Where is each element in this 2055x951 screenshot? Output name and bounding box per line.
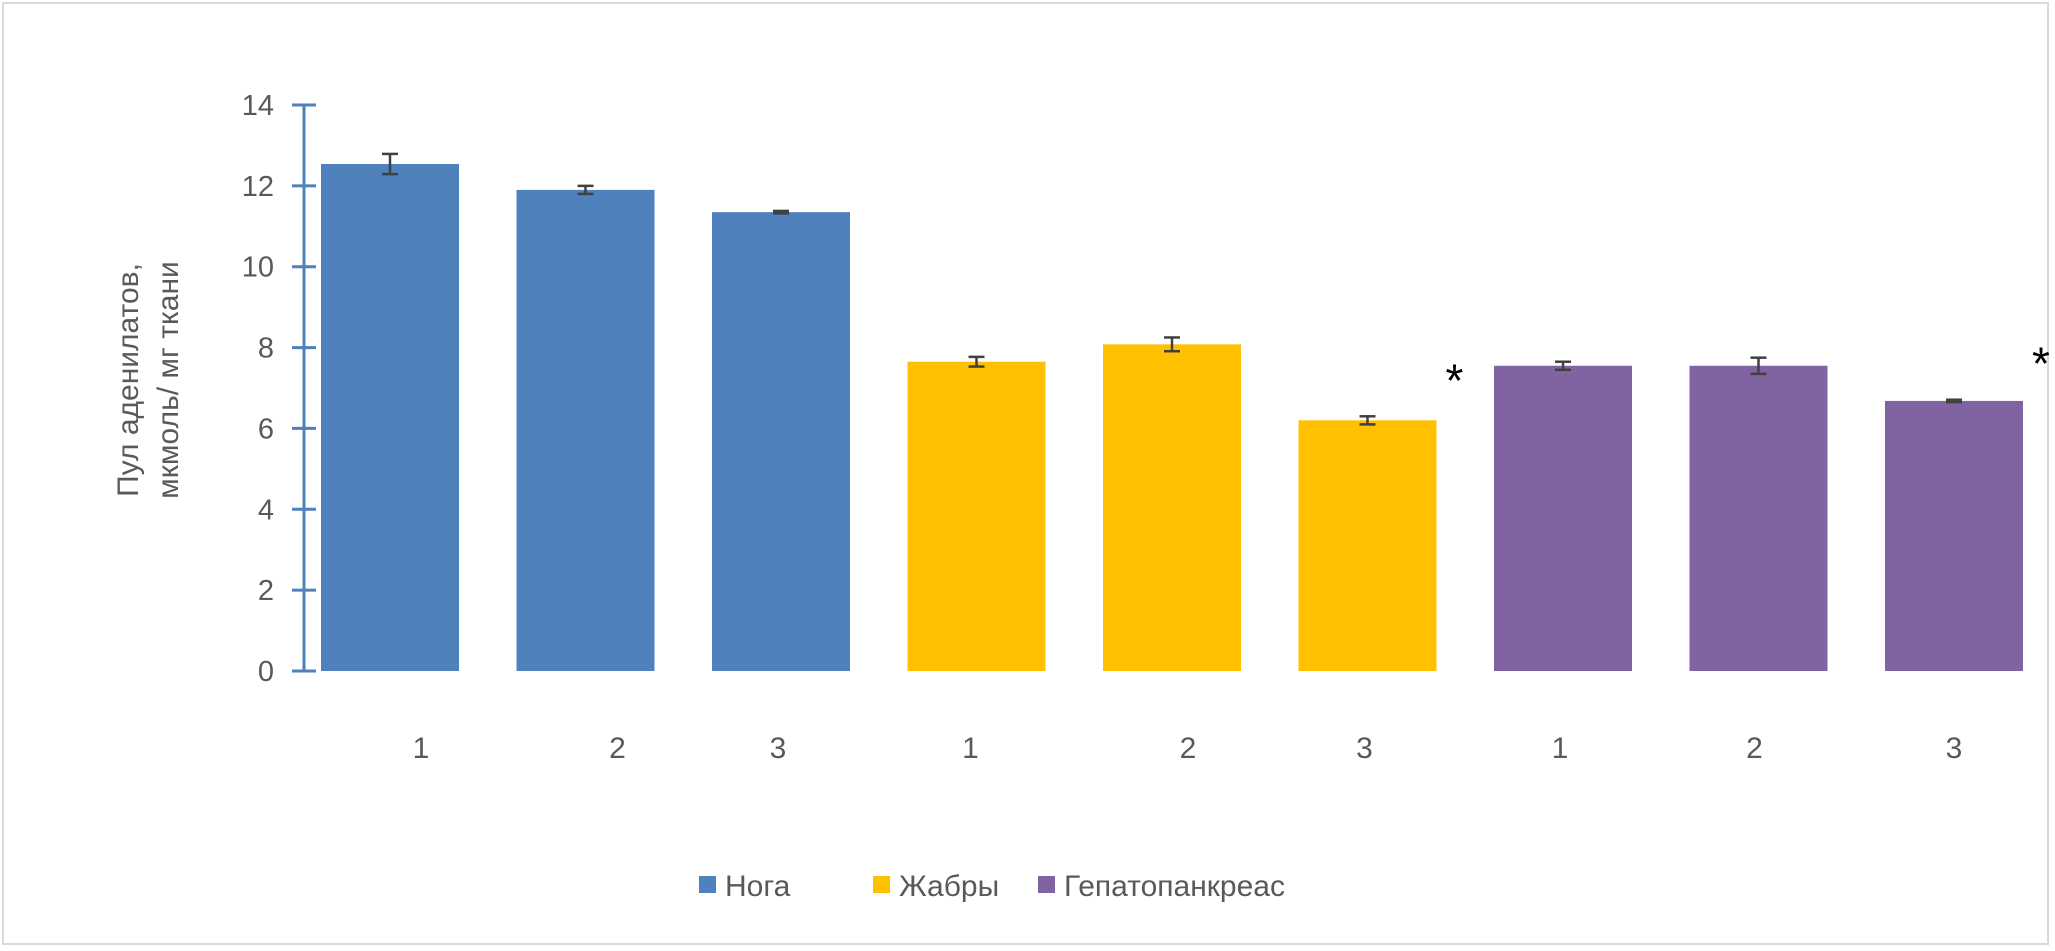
significance-asterisk: *: [1446, 354, 1464, 406]
x-tick-label: 2: [1746, 732, 1763, 765]
significance-asterisk: *: [2032, 338, 2050, 390]
x-tick-label: 2: [609, 732, 626, 765]
y-tick-label: 8: [258, 333, 274, 365]
bar: [1885, 400, 2023, 671]
legend-label: Нога: [725, 870, 791, 903]
x-tick-label: 3: [1946, 732, 1963, 765]
bar: [1494, 365, 1632, 671]
legend-swatch: [699, 876, 716, 893]
legend-label: Жабры: [899, 870, 999, 903]
x-tick-label: 2: [1180, 732, 1197, 765]
y-tick-label: 6: [258, 413, 274, 445]
bar: [1689, 365, 1828, 671]
bar: [321, 164, 459, 672]
bar: [712, 212, 850, 671]
y-axis-label-line: Пул аденилатов,: [112, 263, 145, 497]
bar: [1103, 344, 1241, 671]
bar: [516, 189, 655, 671]
y-axis-label: Пул аденилатов, мкмоль/ мг ткани: [112, 261, 185, 499]
x-tick-label: 1: [1552, 732, 1569, 765]
legend-swatch: [873, 876, 890, 893]
x-tick-label: 3: [770, 732, 787, 765]
legend-swatch: [1038, 876, 1055, 893]
x-tick-label: 3: [1356, 732, 1373, 765]
bar: [907, 361, 1046, 671]
y-tick-label: 4: [258, 494, 274, 526]
x-tick-label: 1: [962, 732, 979, 765]
x-tick-label: 1: [413, 732, 430, 765]
y-tick-label: 12: [242, 171, 274, 203]
legend-label: Гепатопанкреас: [1064, 870, 1285, 903]
y-tick-label: 2: [258, 575, 274, 607]
y-tick-label: 10: [242, 252, 274, 284]
bar: [1298, 420, 1437, 671]
y-tick-label: 0: [258, 656, 274, 688]
y-tick-label: 14: [242, 90, 274, 122]
y-axis-label-line: мкмоль/ мг ткани: [152, 261, 185, 499]
